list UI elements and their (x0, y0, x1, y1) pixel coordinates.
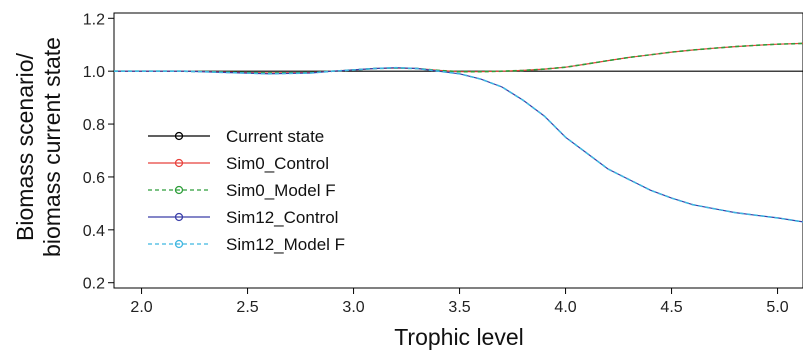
legend-label: Sim0_Model F (226, 181, 336, 200)
series-layer (114, 42, 803, 223)
y-axis-title-line1: Biomass scenario/ (12, 52, 38, 241)
legend-label: Sim12_Model F (226, 235, 345, 254)
series-line (114, 42, 803, 74)
legend-marker (174, 239, 184, 249)
x-tick-label: 2.0 (130, 299, 152, 316)
plot-frame (113, 12, 803, 289)
legend-marker (174, 212, 184, 222)
plot-area (113, 12, 803, 289)
axes-layer: 0.2 0.4 0.6 0.8 1.0 1.2 2.0 2.5 3.0 3.5 4.0 4.5 5.0 (83, 11, 789, 316)
x-axis-title: Trophic level (394, 324, 524, 350)
x-tick-label: 4.5 (660, 299, 682, 316)
series-line (114, 42, 803, 74)
y-tick-label: 0.4 (83, 223, 105, 240)
legend-label: Sim0_Control (226, 154, 329, 173)
y-tick-label: 0.6 (83, 170, 105, 187)
legend-label: Current state (226, 127, 324, 146)
legend-label: Sim12_Control (226, 208, 338, 227)
legend-marker (174, 158, 184, 168)
y-tick-label: 0.2 (83, 276, 105, 293)
legend-marker (174, 185, 184, 195)
x-tick-label: 4.0 (554, 299, 576, 316)
legend: Current state Sim0_Control Sim0_Model F Sim… (148, 127, 345, 254)
x-tick-label: 3.5 (448, 299, 470, 316)
x-tick-label: 2.5 (236, 299, 258, 316)
series-line (114, 66, 803, 223)
series-line (114, 67, 803, 223)
legend-marker (174, 131, 184, 141)
x-tick-label: 5.0 (766, 299, 788, 316)
y-tick-label: 1.2 (83, 11, 105, 28)
y-axis-title-line2: biomass current state (39, 37, 65, 257)
y-tick-label: 1.0 (83, 64, 105, 81)
x-tick-label: 3.0 (342, 299, 364, 316)
y-tick-label: 0.8 (83, 117, 105, 134)
